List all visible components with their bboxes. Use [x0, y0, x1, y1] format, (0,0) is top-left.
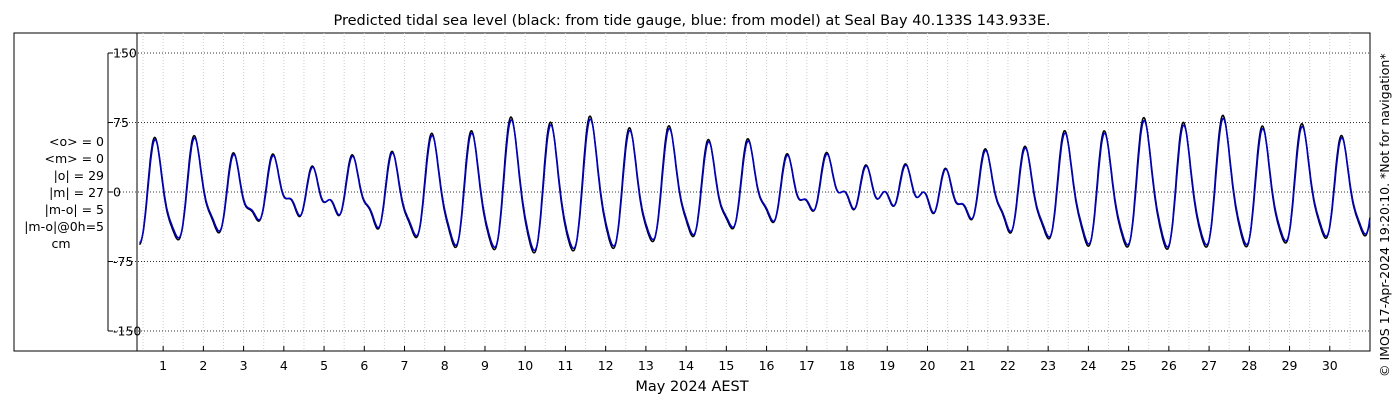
x-tick-label: 11	[557, 358, 573, 373]
x-tick-label: 13	[638, 358, 654, 373]
x-tick-label: 8	[441, 358, 449, 373]
x-tick-label: 24	[1080, 358, 1096, 373]
x-tick-label: 4	[280, 358, 288, 373]
x-tick-label: 23	[1040, 358, 1056, 373]
x-tick-label: 2	[199, 358, 207, 373]
stat-abs-diff: |m-o| = 5	[44, 202, 104, 217]
stat-mean-obs: <o> = 0	[49, 134, 104, 149]
x-tick-label: 19	[879, 358, 895, 373]
outer-frame	[13, 32, 1371, 352]
x-tick-label: 6	[360, 358, 368, 373]
x-axis: 1 2 3 4 5 6 7 8 9 10 11 12 13 14 15 16 17 18 19 20 21 22 23 24 2…	[159, 346, 1338, 373]
stat-unit: cm	[51, 236, 71, 251]
stat-abs-diff-0h: |m-o|@0h=5	[24, 219, 104, 234]
x-tick-label: 17	[799, 358, 815, 373]
y-tick-label: -75	[113, 254, 133, 269]
x-tick-label: 18	[839, 358, 855, 373]
series-line-gauge	[138, 114, 1371, 254]
x-tick-label: 21	[960, 358, 976, 373]
error-stats: <o> = 0 <m> = 0 |o| = 29 |m| = 27 |m-o| …	[18, 133, 104, 252]
y-axis: -150 -75 0 75 150	[108, 46, 141, 339]
x-tick-label: 14	[678, 358, 694, 373]
x-tick-label: 27	[1201, 358, 1217, 373]
series-lines	[138, 114, 1371, 254]
x-tick-label: 1	[159, 358, 167, 373]
x-tick-label: 20	[920, 358, 936, 373]
series-line-model	[139, 117, 1371, 252]
x-tick-label: 26	[1161, 358, 1177, 373]
x-axis-label: May 2024 AEST	[635, 379, 748, 395]
x-tick-label: 9	[481, 358, 489, 373]
x-tick-label: 3	[240, 358, 248, 373]
y-tick-label: 75	[113, 115, 129, 130]
y-tick-label: 150	[113, 46, 137, 61]
x-tick-label: 22	[1000, 358, 1016, 373]
x-tick-label: 25	[1121, 358, 1137, 373]
y-tick-label: -150	[113, 324, 141, 339]
grid-lines	[108, 33, 1370, 351]
x-tick-label: 5	[320, 358, 328, 373]
x-tick-label: 15	[718, 358, 734, 373]
plot-area	[136, 32, 1371, 352]
x-tick-label: 30	[1322, 358, 1338, 373]
chart-title: Predicted tidal sea level (black: from t…	[334, 13, 1051, 29]
stat-mean-model: <m> = 0	[44, 151, 105, 166]
x-tick-label: 29	[1282, 358, 1298, 373]
stat-abs-obs: |o| = 29	[53, 168, 104, 183]
y-tick-label: 0	[113, 185, 121, 200]
x-tick-label: 12	[598, 358, 614, 373]
stat-abs-model: |m| = 27	[49, 185, 104, 200]
credit-label: © IMOS 17-Apr-2024 19:20:10. *Not for na…	[1377, 53, 1392, 377]
x-tick-label: 7	[401, 358, 409, 373]
x-tick-label: 28	[1241, 358, 1257, 373]
x-tick-label: 16	[759, 358, 775, 373]
x-tick-label: 10	[517, 358, 533, 373]
